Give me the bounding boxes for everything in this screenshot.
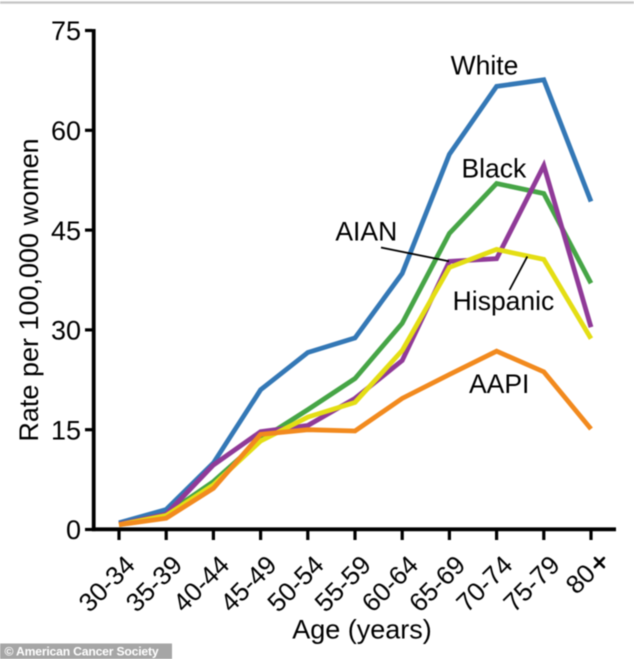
svg-text:AIAN: AIAN bbox=[335, 216, 397, 246]
svg-text:Black: Black bbox=[461, 153, 527, 183]
svg-text:45: 45 bbox=[51, 216, 81, 246]
svg-text:White: White bbox=[451, 51, 519, 81]
svg-text:© American Cancer Society: © American Cancer Society bbox=[5, 645, 159, 659]
svg-text:60: 60 bbox=[51, 116, 81, 146]
svg-text:15: 15 bbox=[51, 415, 81, 445]
svg-text:Rate per 100,000 women: Rate per 100,000 women bbox=[14, 138, 44, 441]
svg-text:AAPI: AAPI bbox=[469, 369, 529, 399]
svg-text:30: 30 bbox=[51, 316, 81, 346]
svg-text:Hispanic: Hispanic bbox=[453, 286, 555, 316]
svg-text:0: 0 bbox=[66, 515, 81, 545]
svg-text:Age (years): Age (years) bbox=[292, 615, 432, 645]
svg-text:75: 75 bbox=[51, 16, 81, 46]
